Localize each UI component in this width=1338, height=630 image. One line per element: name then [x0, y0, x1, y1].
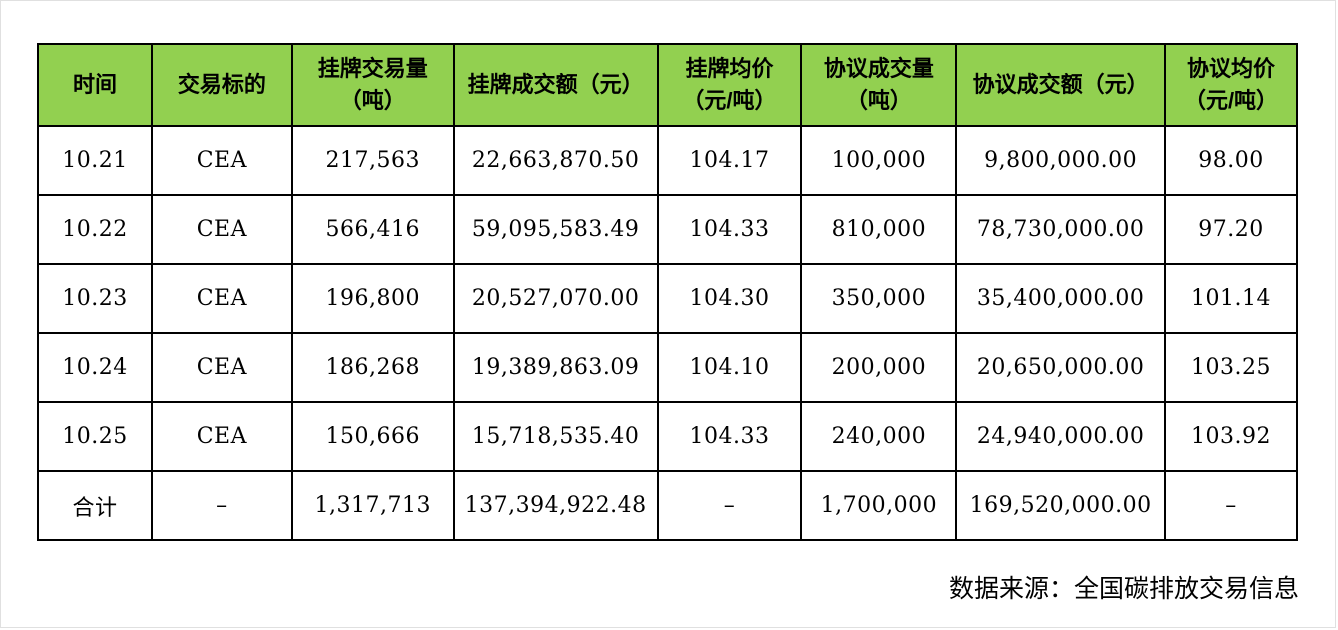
cell-agreement-turnover: 78,730,000.00	[955, 194, 1166, 265]
header-unit: （元/吨）	[1183, 88, 1279, 113]
header-cell-agreement-turnover: 协议成交额（元）	[955, 43, 1166, 127]
header-cell-agreement-avg-price: 协议均价 （元/吨）	[1164, 43, 1298, 127]
cell-listed-turnover: 20,527,070.00	[452, 263, 659, 334]
table-body: 10.21 CEA 217,563 22,663,870.50 104.17 100,00…	[37, 125, 1298, 541]
cell-listed-volume: 1,317,713	[290, 470, 455, 541]
header-label: 协议成交额（元）	[972, 72, 1149, 98]
cell-listed-avg-price: 104.33	[656, 194, 803, 265]
cell-instrument: CEA	[150, 401, 293, 472]
cell-instrument: CEA	[150, 125, 293, 196]
header-cell-listed-turnover: 挂牌成交额（元）	[452, 43, 659, 127]
cell-agreement-avg-price: 103.25	[1164, 332, 1298, 403]
header-label: 交易标的	[177, 72, 266, 98]
cell-listed-turnover: 137,394,922.48	[452, 470, 659, 541]
header-label: 时间	[72, 72, 117, 98]
header-cell-listed-avg-price: 挂牌均价 （元/吨）	[656, 43, 803, 127]
total-row: 合计 –1,317,713 137,394,922.48–1,700,000 169,…	[37, 470, 1298, 541]
table-row: 10.24 CEA 186,268 19,389,863.09 104.10 200,00…	[37, 332, 1298, 403]
cell-instrument: CEA	[150, 332, 293, 403]
header-cell-date: 时间	[37, 43, 153, 127]
table-row: 10.25 CEA 150,666 15,718,535.40 104.33 240,00…	[37, 401, 1298, 472]
header-cell-instrument: 交易标的	[150, 43, 293, 127]
cell-date: 10.22	[37, 194, 153, 265]
data-source-note: 数据来源：全国碳排放交易信息	[948, 574, 1299, 603]
cell-listed-volume: 186,268	[290, 332, 455, 403]
cell-instrument: –	[150, 470, 293, 541]
cell-agreement-turnover: 9,800,000.00	[955, 125, 1166, 196]
cell-agreement-turnover: 169,520,000.00	[955, 470, 1166, 541]
cell-listed-turnover: 59,095,583.49	[452, 194, 659, 265]
cell-listed-volume: 150,666	[290, 401, 455, 472]
cell-agreement-volume: 200,000	[800, 332, 958, 403]
cell-agreement-volume: 1,700,000	[800, 470, 958, 541]
header-cell-agreement-volume: 协议成交量 （吨）	[800, 43, 958, 127]
cell-agreement-avg-price: 98.00	[1164, 125, 1298, 196]
cell-agreement-turnover: 20,650,000.00	[955, 332, 1166, 403]
carbon-trading-table: 时间 交易标的 挂牌交易量 （吨） 挂牌成交额（元） 挂牌均价 （元/	[37, 43, 1298, 541]
header-label: 协议均价	[1186, 56, 1275, 82]
table-row: 10.21 CEA 217,563 22,663,870.50 104.17 100,00…	[37, 125, 1298, 196]
cell-agreement-volume: 810,000	[800, 194, 958, 265]
header-label: 挂牌成交额（元）	[467, 72, 644, 98]
cell-listed-turnover: 22,663,870.50	[452, 125, 659, 196]
cell-agreement-volume: 240,000	[800, 401, 958, 472]
cell-date: 10.24	[37, 332, 153, 403]
cell-listed-volume: 196,800	[290, 263, 455, 334]
cell-listed-volume: 217,563	[290, 125, 455, 196]
cell-date: 10.21	[37, 125, 153, 196]
cell-agreement-avg-price: 97.20	[1164, 194, 1298, 265]
cell-agreement-avg-price: –	[1164, 470, 1298, 541]
table-row: 10.23 CEA 196,800 20,527,070.00 104.30 350,00…	[37, 263, 1298, 334]
header-unit: （元/吨）	[682, 88, 777, 113]
header-row: 时间 交易标的 挂牌交易量 （吨） 挂牌成交额（元） 挂牌均价 （元/	[37, 43, 1298, 127]
cell-agreement-avg-price: 103.92	[1164, 401, 1298, 472]
header-unit: （吨）	[845, 88, 912, 113]
cell-listed-avg-price: 104.33	[656, 401, 803, 472]
cell-agreement-volume: 350,000	[800, 263, 958, 334]
cell-agreement-volume: 100,000	[800, 125, 958, 196]
cell-instrument: CEA	[150, 263, 293, 334]
table-row: 10.22 CEA 566,416 59,095,583.49 104.33 810,00…	[37, 194, 1298, 265]
cell-listed-volume: 566,416	[290, 194, 455, 265]
cell-listed-avg-price: 104.17	[656, 125, 803, 196]
cell-listed-avg-price: 104.10	[656, 332, 803, 403]
header-label: 挂牌交易量	[317, 56, 428, 82]
header-unit: （吨）	[339, 88, 406, 113]
cell-date: 合计	[37, 470, 153, 541]
table-header: 时间 交易标的 挂牌交易量 （吨） 挂牌成交额（元） 挂牌均价 （元/	[37, 43, 1298, 127]
cell-listed-avg-price: 104.30	[656, 263, 803, 334]
cell-agreement-turnover: 35,400,000.00	[955, 263, 1166, 334]
cell-date: 10.25	[37, 401, 153, 472]
cell-listed-turnover: 15,718,535.40	[452, 401, 659, 472]
cell-listed-avg-price: –	[656, 470, 803, 541]
cell-instrument: CEA	[150, 194, 293, 265]
header-label: 挂牌均价	[685, 56, 774, 82]
cell-agreement-turnover: 24,940,000.00	[955, 401, 1166, 472]
header-cell-listed-volume: 挂牌交易量 （吨）	[290, 43, 455, 127]
cell-listed-turnover: 19,389,863.09	[452, 332, 659, 403]
header-label: 协议成交量	[823, 56, 934, 82]
cell-agreement-avg-price: 101.14	[1164, 263, 1298, 334]
cell-date: 10.23	[37, 263, 153, 334]
